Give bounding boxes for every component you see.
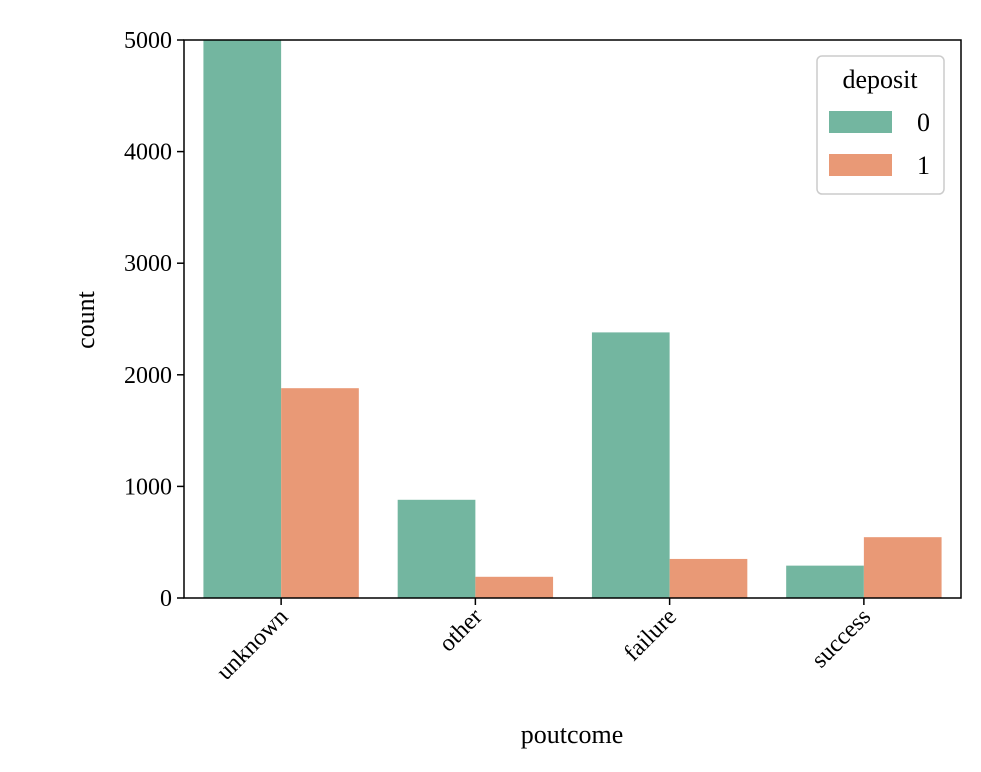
x-tick-label-success: success	[807, 604, 876, 673]
x-axis-label: poutcome	[521, 720, 624, 749]
legend-swatch-1	[829, 154, 892, 176]
legend-title: deposit	[842, 65, 918, 94]
y-tick-label: 5000	[124, 28, 172, 54]
bar-failure-0	[591, 332, 670, 598]
legend-label-1: 1	[917, 151, 930, 180]
legend: deposit 0 1	[816, 55, 945, 195]
y-axis: 0 1000 2000 3000 4000 5000	[124, 28, 184, 612]
y-tick-label: 1000	[124, 474, 172, 500]
bar-success-0	[786, 565, 864, 598]
legend-label-0: 0	[917, 108, 930, 137]
plot-frame	[183, 39, 962, 599]
x-axis: unknown other failure success	[212, 598, 876, 685]
bar-other-1	[475, 576, 554, 598]
bar-failure-1	[669, 558, 748, 598]
x-tick-label-failure: failure	[619, 604, 682, 667]
bar-other-0	[397, 499, 476, 598]
x-tick-label-other: other	[434, 604, 487, 657]
y-axis-label: count	[71, 290, 100, 349]
y-tick-label: 4000	[124, 140, 172, 166]
bar-unknown-1	[281, 388, 359, 598]
y-tick-label: 0	[160, 586, 172, 612]
y-tick-label: 2000	[124, 363, 172, 389]
x-tick-label-unknown: unknown	[212, 604, 294, 686]
legend-swatch-0	[829, 111, 892, 133]
bar-unknown-0	[203, 40, 282, 598]
bars	[203, 40, 942, 598]
bar-success-1	[863, 537, 942, 598]
y-tick-label: 3000	[124, 251, 172, 277]
